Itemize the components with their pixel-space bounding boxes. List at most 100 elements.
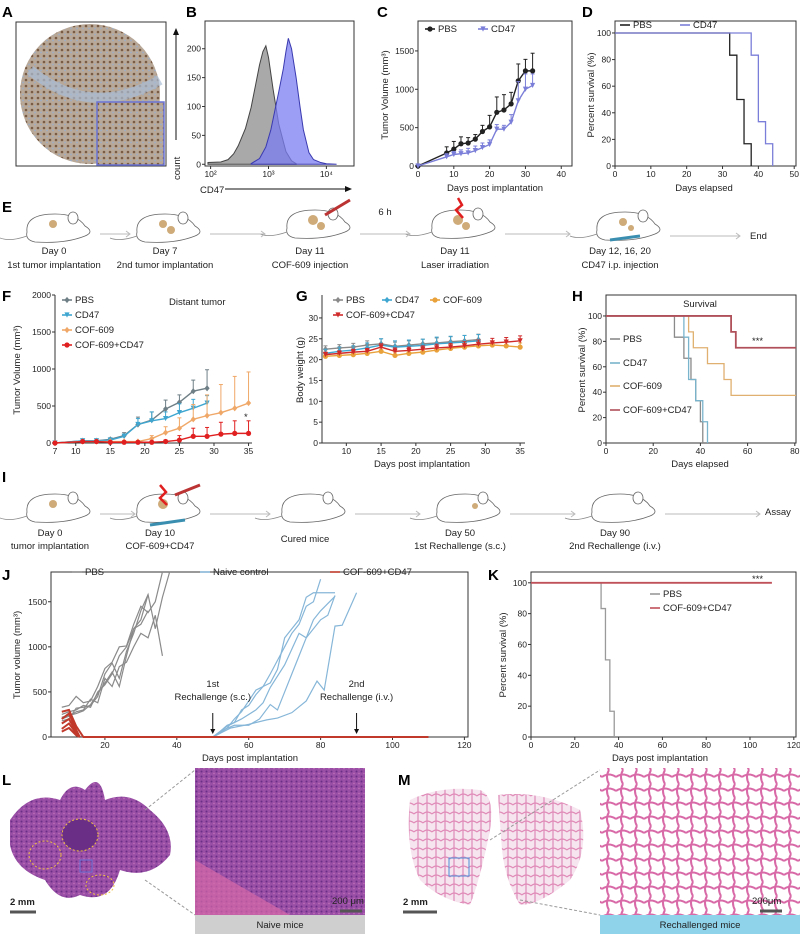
- legend-label: Naive control: [213, 567, 268, 578]
- data-point: [508, 119, 514, 125]
- panel-label-A: A: [2, 4, 13, 21]
- y-tick-label: 60: [593, 362, 603, 372]
- mouse-body: [591, 493, 656, 523]
- data-point: [472, 136, 478, 142]
- tumor-mark: [317, 222, 325, 230]
- data-point: [232, 405, 238, 412]
- data-point: [406, 343, 412, 350]
- data-point: [245, 399, 252, 407]
- mouse-rechallenge-iv: [564, 491, 656, 523]
- legend-item: COF-609+CD47: [330, 567, 412, 578]
- series-CD47: [415, 73, 536, 169]
- y-tick-label: 500: [37, 401, 51, 411]
- individual-mouse-line: [61, 610, 149, 718]
- x-tick-label: 10: [342, 446, 352, 456]
- mouse-day7: [109, 211, 201, 243]
- k-significance: ***: [752, 574, 763, 585]
- x-tick-label: 20: [140, 446, 150, 456]
- legend-item: COF-609+CD47: [610, 405, 692, 416]
- data-point: [501, 107, 507, 113]
- y-tick-label: 0: [597, 438, 602, 448]
- data-point: [64, 312, 70, 318]
- legend-item: CD47: [680, 20, 717, 31]
- series-COF-609+CD47: [52, 420, 252, 446]
- arrow-head-icon: [570, 510, 576, 518]
- x-tick-label: 15: [376, 446, 386, 456]
- data-point: [420, 349, 426, 355]
- i-step-day: Day 10: [145, 528, 175, 539]
- survival-curve-COF-609: [606, 315, 796, 397]
- legend-label: COF-609+CD47: [346, 310, 415, 321]
- data-point: [494, 126, 500, 132]
- x-tick-label: 20: [682, 169, 692, 179]
- panel-label-B: B: [186, 4, 197, 21]
- legend-item: COF-609+CD47: [62, 340, 144, 351]
- data-point: [427, 26, 433, 32]
- syringe-icon: [609, 234, 641, 242]
- data-point: [501, 126, 507, 132]
- x-tick-label: 10⁴: [320, 169, 333, 179]
- y-tick-label: 1000: [28, 642, 47, 652]
- legend-item: PBS: [62, 295, 94, 306]
- tumor-mark: [158, 499, 168, 509]
- y-tick-label: 0: [196, 159, 201, 169]
- plot-frame: [605, 294, 797, 444]
- arrow-down-head: [354, 729, 360, 734]
- individual-mouse-line: [61, 708, 429, 738]
- data-point: [350, 349, 356, 355]
- e-end: End: [750, 231, 767, 242]
- mouse-body: [436, 493, 501, 523]
- j-xlabel: Days post implantation: [202, 753, 298, 764]
- x-tick-label: 0: [416, 169, 421, 179]
- y-tick-label: 40: [518, 670, 528, 680]
- data-point: [515, 98, 521, 104]
- data-point: [204, 385, 210, 392]
- x-tick-label: 120: [457, 740, 471, 750]
- x-tick-label: 0: [604, 446, 609, 456]
- zoom-guide: [489, 769, 601, 841]
- schematic-e: Day 0 1st tumor implantation Day 7 2nd t…: [7, 207, 767, 271]
- tumor-mark: [453, 215, 463, 225]
- tumor-mark: [167, 226, 175, 234]
- he-image-rechallenged: [600, 768, 800, 915]
- legend-item: PBS: [610, 334, 642, 345]
- plot-frame: [614, 20, 797, 167]
- legend-item: PBS: [650, 589, 682, 600]
- x-tick-label: 25: [175, 446, 185, 456]
- data-point: [232, 430, 238, 436]
- x-tick-label: 40: [754, 169, 764, 179]
- data-point: [503, 339, 509, 345]
- y-tick-label: 25: [309, 334, 319, 344]
- mouse-ear: [67, 491, 79, 505]
- data-point: [479, 128, 486, 135]
- tumor-mark: [308, 215, 318, 225]
- data-point: [204, 412, 210, 419]
- data-point: [378, 344, 384, 350]
- data-point: [487, 141, 493, 148]
- b-xlabel: CD47: [200, 185, 224, 196]
- y-tick-label: 10: [309, 396, 319, 406]
- data-point: [93, 438, 100, 445]
- x-tick-label: 40: [557, 169, 567, 179]
- legend-label: CD47: [491, 24, 515, 35]
- y-tick-label: 0: [606, 161, 611, 171]
- survival-curve-PBS: [531, 582, 615, 737]
- arrow-head-icon: [260, 230, 266, 238]
- chart-B: 10² 10³ 10⁴ 0 50 100 150 200: [187, 20, 355, 179]
- survival-curve-CD47: [615, 32, 774, 166]
- i-step-event: 2nd Rechallenge (i.v.): [569, 541, 661, 552]
- data-point: [465, 140, 471, 146]
- data-point: [135, 439, 141, 445]
- mouse-tail: [0, 235, 28, 240]
- arrow-head-icon: [265, 510, 271, 518]
- mouse-ear: [67, 211, 79, 225]
- data-point: [335, 312, 341, 318]
- data-point: [64, 342, 70, 348]
- y-tick-label: 20: [602, 134, 612, 144]
- data-point: [336, 350, 342, 356]
- legend-label: COF-609: [623, 381, 662, 392]
- tumor-mark: [462, 222, 470, 230]
- data-point: [420, 346, 426, 352]
- plot-frame: [204, 20, 355, 167]
- x-tick-label: 60: [743, 446, 753, 456]
